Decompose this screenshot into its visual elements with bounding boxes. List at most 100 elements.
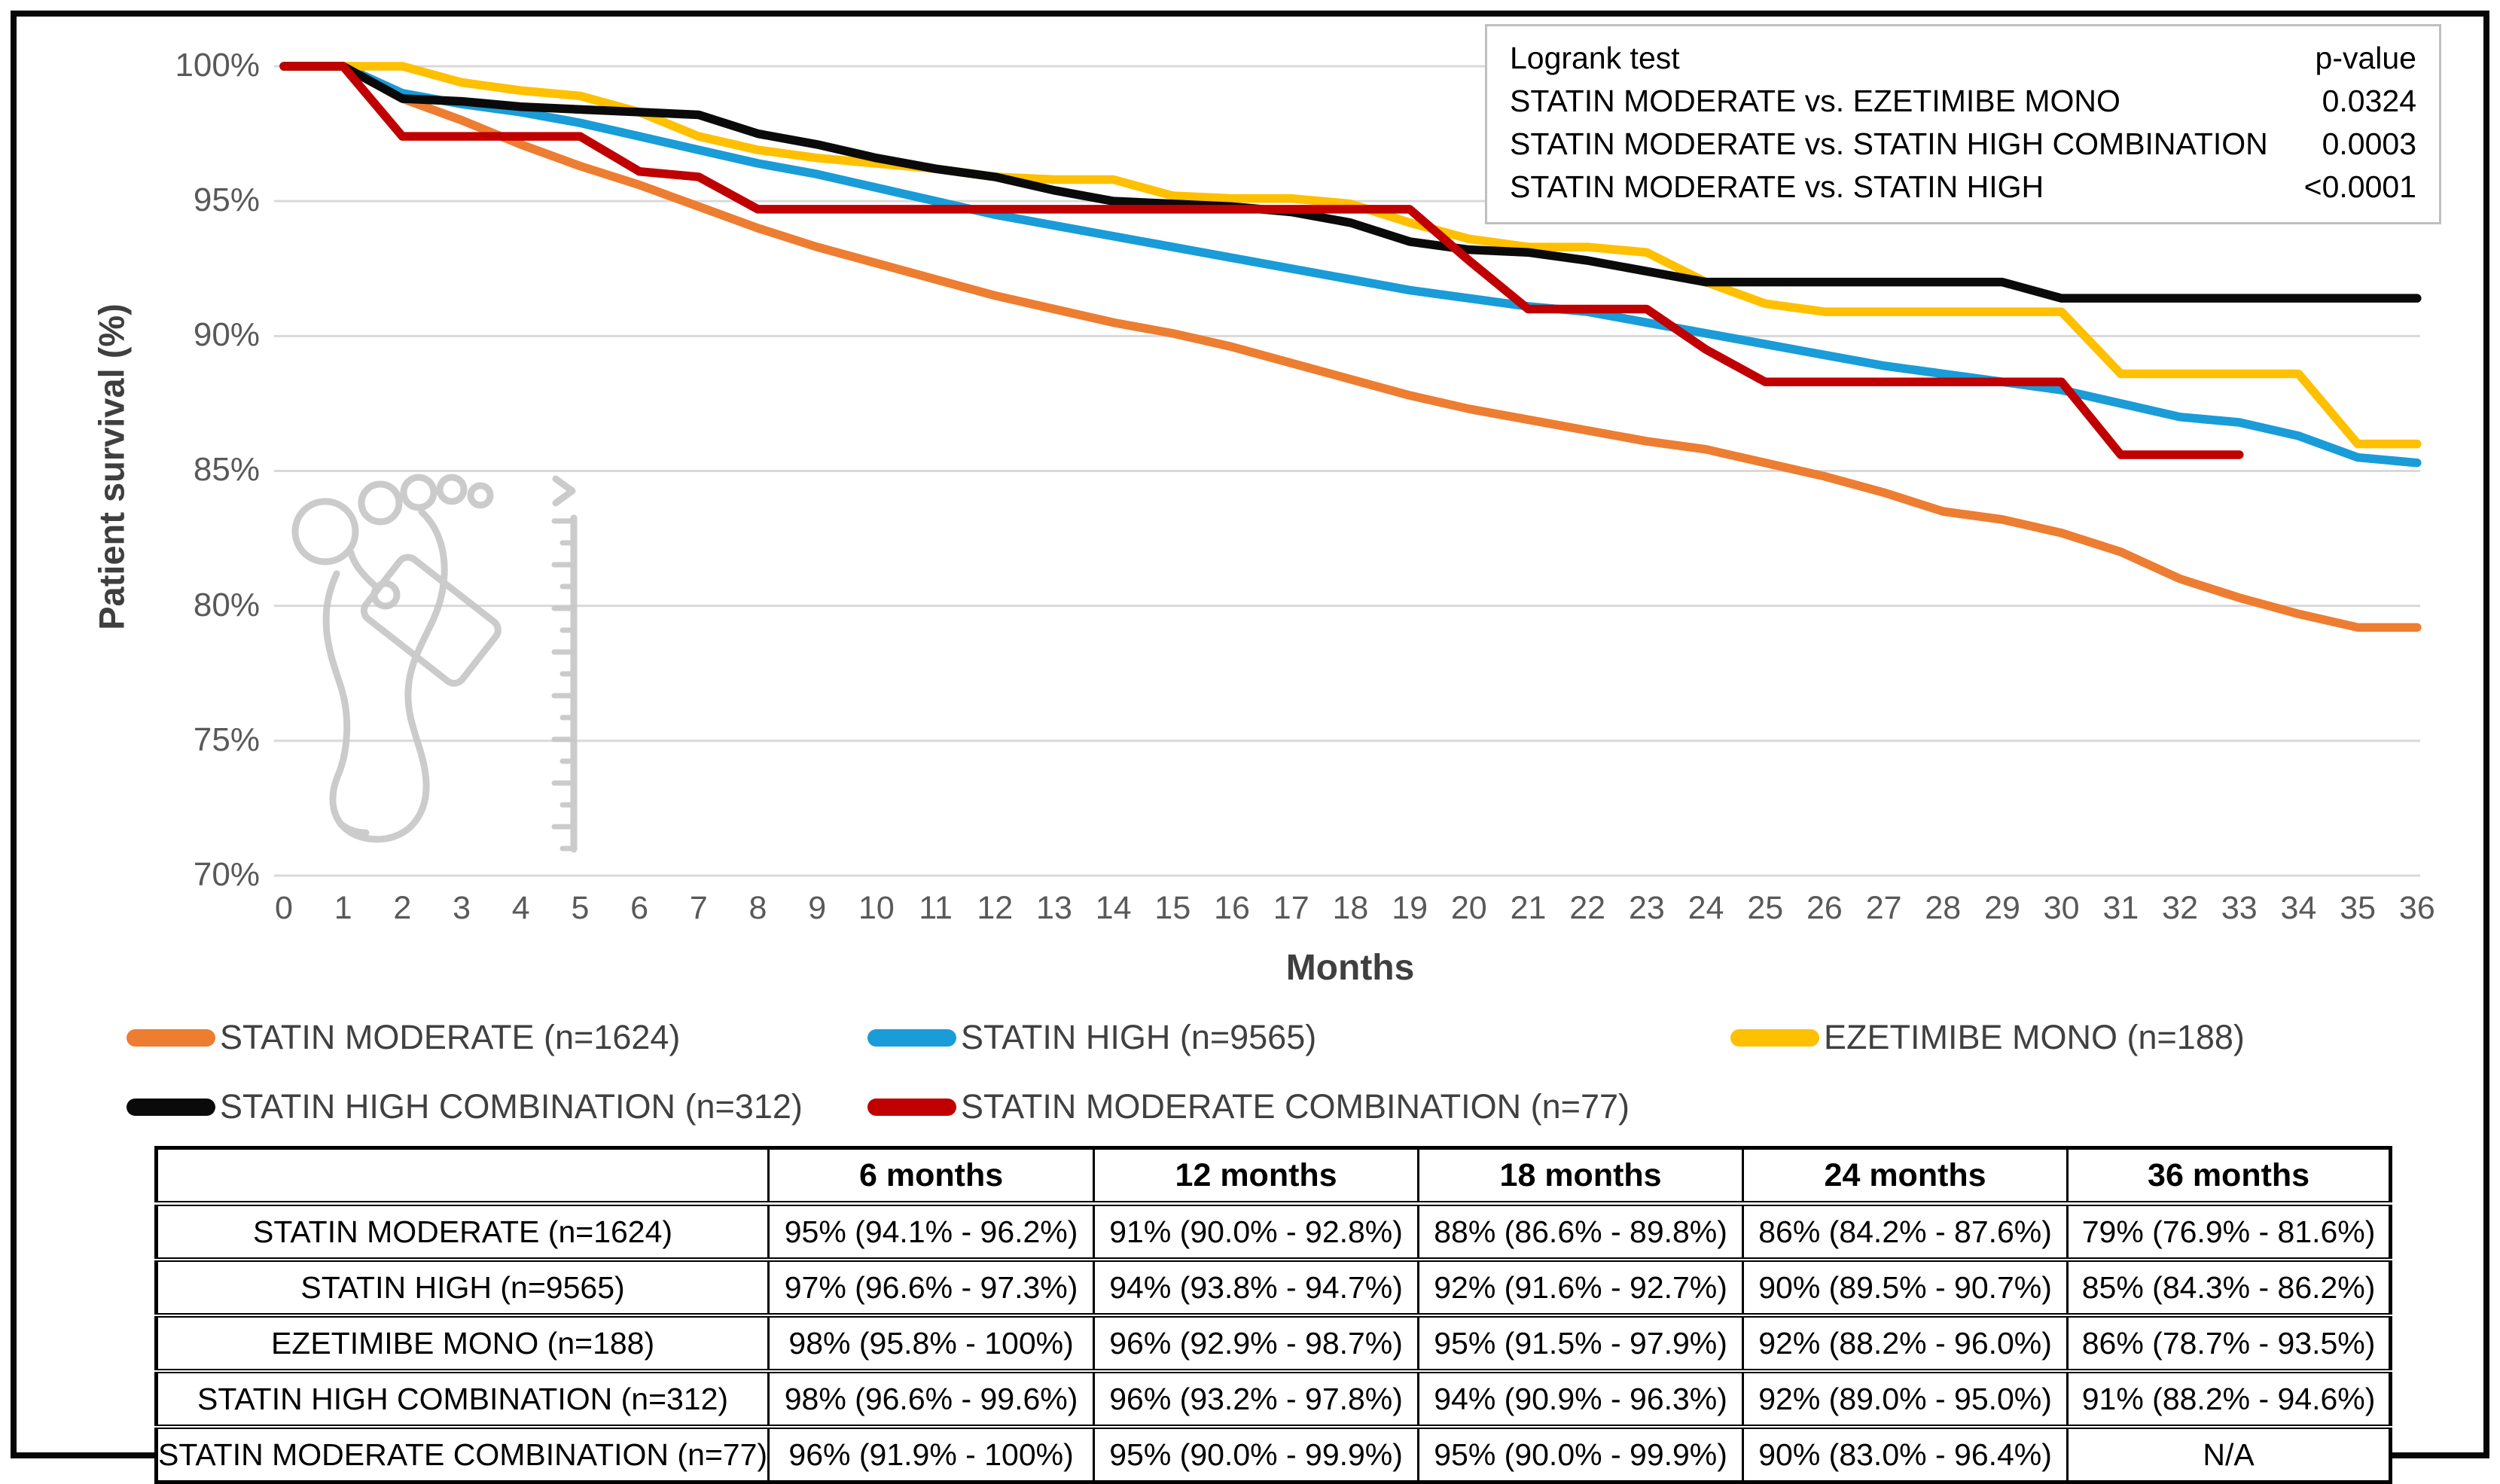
logrank-comparison-label: STATIN MODERATE vs. STATIN HIGH COMBINAT…	[1510, 126, 2268, 161]
legend-label: STATIN HIGH (n=9565)	[961, 1018, 1317, 1056]
x-tick-label: 29	[1984, 890, 2020, 926]
table-cell: 98% (95.8% - 100%)	[767, 1313, 1096, 1371]
x-tick-label: 0	[275, 890, 293, 926]
x-tick-label: 16	[1214, 890, 1250, 926]
table-cell: 86% (84.2% - 87.6%)	[1742, 1203, 2069, 1260]
logrank-row: STATIN MODERATE vs. STATIN HIGH COMBINAT…	[1510, 123, 2416, 166]
table-column-header: 18 months	[1417, 1147, 1745, 1206]
table-cell: 92% (91.6% - 92.7%)	[1417, 1257, 1745, 1315]
table-cell: 90% (83.0% - 96.4%)	[1742, 1425, 2069, 1482]
x-tick-label: 33	[2221, 890, 2258, 926]
table-cell: 95% (91.5% - 97.9%)	[1417, 1313, 1745, 1371]
x-tick-label: 36	[2398, 890, 2435, 926]
curve-statin-high-combination	[279, 62, 2422, 303]
big-toe	[291, 498, 359, 565]
curve-statin-moderate-combination	[279, 62, 2244, 459]
heel-mark	[337, 820, 370, 836]
table-column-header: 12 months	[1093, 1147, 1420, 1206]
y-tick-label: 90%	[193, 316, 260, 354]
table-cell: 92% (88.2% - 96.0%)	[1742, 1313, 2069, 1371]
table-row-label: EZETIMIBE MONO (n=188)	[154, 1313, 770, 1371]
x-tick-label: 34	[2280, 890, 2317, 926]
table-cell: 92% (89.0% - 95.0%)	[1742, 1369, 2069, 1427]
legend-swatch	[867, 1098, 956, 1116]
x-tick-label: 32	[2162, 890, 2198, 926]
logrank-test-box: Logrank test p-value STATIN MODERATE vs.…	[1485, 24, 2441, 224]
logrank-header-row: Logrank test p-value	[1510, 37, 2416, 80]
logrank-title: Logrank test	[1510, 41, 1680, 75]
toe-2	[358, 480, 403, 526]
legend-item: STATIN HIGH COMBINATION (n=312)	[127, 1087, 803, 1126]
x-tick-label: 10	[858, 890, 895, 926]
y-tick-label: 85%	[193, 451, 260, 489]
x-tick-label: 31	[2102, 890, 2139, 926]
x-tick-label: 35	[2340, 890, 2377, 926]
x-tick-label: 4	[511, 890, 530, 926]
table-cell: 90% (89.5% - 90.7%)	[1742, 1257, 2069, 1315]
legend-label: STATIN HIGH COMBINATION (n=312)	[220, 1087, 803, 1126]
x-tick-label: 25	[1747, 890, 1784, 926]
table-row: STATIN HIGH (n=9565) 97% (96.6% - 97.3%) 9…	[154, 1257, 2392, 1315]
legend-swatch	[127, 1028, 215, 1047]
legend-label: STATIN MODERATE COMBINATION (n=77)	[961, 1087, 1630, 1126]
x-tick-label: 20	[1450, 890, 1487, 926]
legend-label: EZETIMIBE MONO (n=188)	[1824, 1018, 2245, 1056]
x-tick-label: 18	[1332, 890, 1369, 926]
table-header-row: 6 months 12 months 18 months 24 months 36 mo…	[154, 1147, 2392, 1206]
toe-3	[400, 474, 438, 511]
toe-4	[436, 474, 468, 505]
x-tick-label: 9	[808, 890, 827, 926]
x-tick-label: 21	[1510, 890, 1547, 926]
table-cell: 94% (90.9% - 96.3%)	[1417, 1369, 1745, 1427]
table-cell: 91% (88.2% - 94.6%)	[2066, 1369, 2392, 1427]
table-row-label: STATIN MODERATE (n=1624)	[154, 1203, 770, 1260]
table-cell: 79% (76.9% - 81.6%)	[2066, 1203, 2392, 1260]
tag-hole	[370, 580, 401, 610]
x-tick-label: 13	[1036, 890, 1072, 926]
x-tick-label: 12	[977, 890, 1014, 926]
logrank-p-value: <0.0001	[2303, 169, 2416, 204]
table-cell: 88% (86.6% - 89.8%)	[1417, 1203, 1745, 1260]
x-tick-label: 6	[630, 890, 649, 926]
legend-item: STATIN HIGH (n=9565)	[867, 1018, 1316, 1057]
x-axis-title: Months	[1285, 948, 1415, 988]
tag-cord	[347, 549, 380, 591]
table-cell: 95% (90.0% - 99.9%)	[1417, 1425, 1745, 1482]
table-column-header: 6 months	[767, 1147, 1096, 1206]
x-tick-label: 27	[1865, 890, 1902, 926]
y-tick-label: 80%	[193, 586, 260, 623]
table-row: STATIN HIGH COMBINATION (n=312) 98% (96.6…	[154, 1369, 2392, 1427]
table-row-label: STATIN HIGH (n=9565)	[154, 1257, 770, 1315]
x-tick-label: 23	[1628, 890, 1665, 926]
table-column-header: 24 months	[1742, 1147, 2069, 1206]
x-tick-label: 3	[453, 890, 471, 926]
x-tick-label: 1	[334, 890, 352, 926]
y-tick-label: 70%	[193, 855, 260, 893]
table-cell: 91% (90.0% - 92.8%)	[1093, 1203, 1420, 1260]
curve-statin-moderate	[279, 62, 2422, 632]
table-column-header	[154, 1147, 770, 1206]
x-tick-label: 26	[1806, 890, 1843, 926]
table-cell: 95% (90.0% - 99.9%)	[1093, 1425, 1420, 1482]
foot-outline	[322, 508, 448, 843]
table-row-label: STATIN MODERATE COMBINATION (n=77)	[154, 1425, 770, 1482]
chevron-icon	[552, 475, 576, 507]
x-tick-label: 2	[393, 890, 412, 926]
table-cell: 96% (91.9% - 100%)	[767, 1425, 1096, 1482]
table-column-header: 36 months	[2066, 1147, 2392, 1206]
survival-rate-table: 6 months 12 months 18 months 24 months 36 mo…	[154, 1146, 2393, 1484]
y-tick-label: 100%	[175, 47, 260, 84]
table-cell: 95% (94.1% - 96.2%)	[767, 1203, 1096, 1260]
legend-item: EZETIMIBE MONO (n=188)	[1730, 1018, 2245, 1057]
x-tick-label: 30	[2043, 890, 2080, 926]
table-cell: 85% (84.3% - 86.2%)	[2066, 1257, 2392, 1315]
table-cell: 86% (78.7% - 93.5%)	[2066, 1313, 2392, 1371]
x-tick-label: 11	[919, 890, 953, 926]
table-cell: 97% (96.6% - 97.3%)	[767, 1257, 1096, 1315]
x-tick-label: 24	[1688, 890, 1724, 926]
logrank-row: STATIN MODERATE vs. STATIN HIGH <0.0001	[1510, 166, 2416, 209]
table-cell: N/A	[2066, 1425, 2392, 1482]
logrank-pvalue-header: p-value	[2315, 41, 2416, 75]
x-tick-label: 8	[748, 890, 767, 926]
table-cell: 96% (93.2% - 97.8%)	[1093, 1369, 1420, 1427]
